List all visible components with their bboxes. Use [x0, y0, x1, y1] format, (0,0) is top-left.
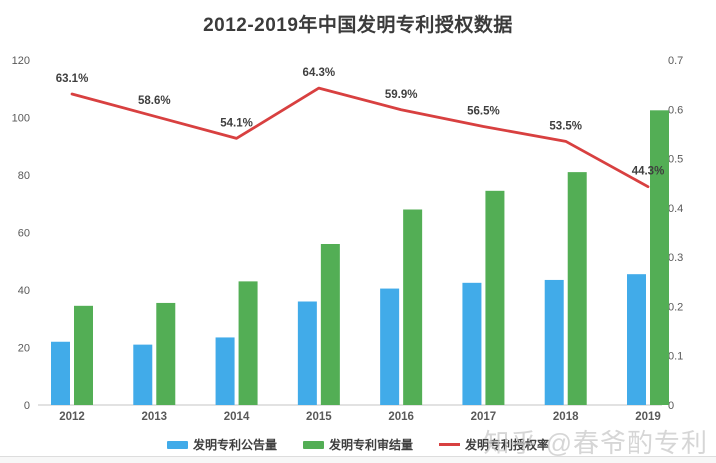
svg-text:0.1: 0.1: [668, 351, 683, 363]
legend-label: 发明专利审结量: [328, 438, 413, 452]
svg-text:100: 100: [12, 113, 30, 125]
svg-text:54.1%: 54.1%: [220, 117, 253, 129]
svg-text:40: 40: [18, 285, 30, 297]
footer-divider: [0, 456, 716, 463]
chart-title: 2012-2019年中国发明专利授权数据: [203, 15, 513, 36]
svg-text:2012: 2012: [59, 411, 85, 423]
svg-text:44.3%: 44.3%: [632, 166, 665, 178]
svg-text:59.9%: 59.9%: [385, 89, 418, 101]
svg-text:60: 60: [18, 228, 30, 240]
legend-item-announced-volume: 发明专利公告量: [166, 436, 277, 453]
svg-text:0: 0: [668, 400, 674, 412]
svg-text:0.6: 0.6: [668, 104, 683, 116]
svg-text:2017: 2017: [471, 411, 497, 423]
svg-text:20: 20: [18, 343, 30, 355]
svg-text:56.5%: 56.5%: [467, 106, 500, 118]
svg-text:0.2: 0.2: [668, 301, 683, 313]
svg-text:63.1%: 63.1%: [56, 73, 89, 85]
svg-text:2014: 2014: [224, 411, 250, 423]
svg-text:0.5: 0.5: [668, 154, 683, 166]
svg-text:2015: 2015: [306, 411, 332, 423]
svg-text:2016: 2016: [388, 411, 414, 423]
red-line-swatch-icon: [439, 443, 460, 446]
green-bar-swatch-icon: [302, 440, 324, 449]
svg-text:0: 0: [24, 400, 30, 412]
svg-text:0.4: 0.4: [668, 203, 683, 215]
svg-text:80: 80: [18, 170, 30, 182]
svg-text:64.3%: 64.3%: [303, 67, 336, 79]
svg-text:53.5%: 53.5%: [549, 120, 582, 132]
legend-label: 发明专利公告量: [192, 438, 277, 452]
svg-text:120: 120: [12, 55, 30, 67]
svg-text:0.7: 0.7: [668, 55, 683, 67]
legend-label: 发明专利授权率: [465, 438, 550, 452]
svg-text:2013: 2013: [141, 411, 167, 423]
svg-text:0.3: 0.3: [668, 252, 683, 264]
chart-legend: 发明专利公告量 发明专利审结量 发明专利授权率: [0, 436, 716, 453]
legend-item-concluded-volume: 发明专利审结量: [302, 436, 413, 453]
legend-item-grant-rate: 发明专利授权率: [439, 436, 549, 453]
svg-text:58.6%: 58.6%: [138, 95, 171, 107]
svg-text:2018: 2018: [553, 411, 579, 423]
svg-text:2019: 2019: [635, 411, 661, 423]
blue-bar-swatch-icon: [166, 440, 188, 449]
